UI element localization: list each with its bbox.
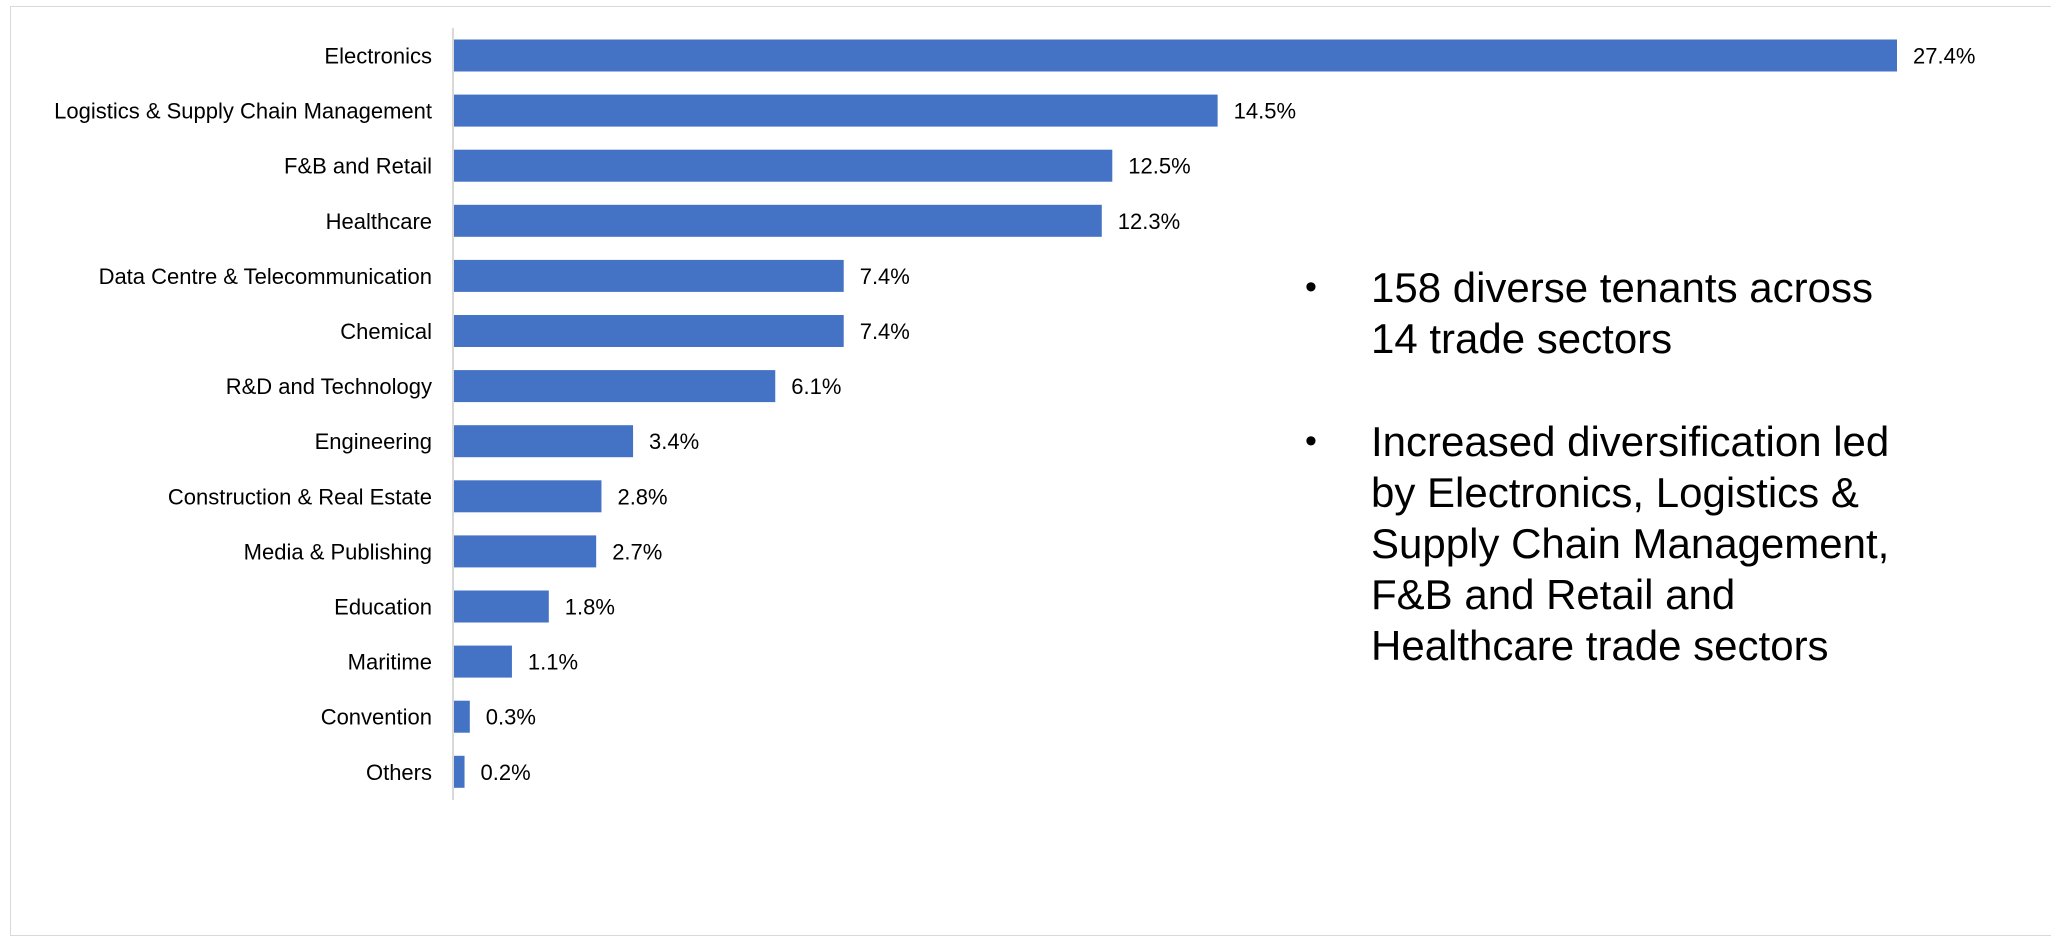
note-text: 158 diverse tenants across 14 trade sect… — [1371, 264, 1873, 362]
value-label: 1.1% — [528, 650, 578, 675]
bar-5 — [454, 315, 844, 347]
bullet-icon: • — [1305, 268, 1317, 306]
bar-13 — [454, 755, 465, 788]
bar-2 — [454, 149, 1113, 182]
bars-group: Electronics 27.4% Logistics & Supply Chain… — [54, 39, 1975, 788]
bullet-icon: • — [1305, 422, 1317, 460]
value-label: 2.8% — [617, 484, 667, 509]
value-label: 0.3% — [486, 705, 536, 730]
bar-1 — [454, 94, 1218, 127]
bar-8 — [454, 480, 602, 513]
sector-bar-chart: Electronics 27.4% Logistics & Supply Chain… — [54, 28, 1975, 800]
category-label: Healthcare — [326, 209, 432, 234]
value-label: 7.4% — [860, 264, 910, 289]
category-label: Others — [366, 760, 432, 785]
bar-4 — [454, 259, 844, 292]
category-label: Chemical — [340, 319, 432, 344]
bar-12 — [454, 700, 470, 733]
value-label: 2.7% — [612, 539, 662, 564]
category-label: R&D and Technology — [226, 374, 432, 399]
category-label: F&B and Retail — [284, 154, 432, 179]
note-item: • Increased diversification led by Elect… — [1305, 416, 1925, 671]
value-label: 14.5% — [1234, 99, 1296, 124]
bar-9 — [454, 535, 597, 568]
category-label: Engineering — [315, 429, 432, 454]
category-label: Convention — [321, 705, 432, 730]
bar-11 — [454, 645, 512, 678]
value-label: 27.4% — [1913, 44, 1975, 69]
note-item: • 158 diverse tenants across 14 trade se… — [1305, 262, 1925, 364]
value-label: 6.1% — [791, 374, 841, 399]
category-label: Electronics — [324, 44, 432, 69]
value-label: 1.8% — [565, 595, 615, 620]
value-label: 12.5% — [1128, 154, 1190, 179]
category-label: Logistics & Supply Chain Management — [54, 99, 432, 124]
value-label: 7.4% — [860, 319, 910, 344]
category-label: Construction & Real Estate — [168, 484, 432, 509]
bar-7 — [454, 425, 634, 458]
bar-0 — [454, 39, 1897, 72]
commentary-list: • 158 diverse tenants across 14 trade se… — [1305, 262, 1925, 723]
bar-10 — [454, 590, 549, 623]
category-label: Education — [334, 595, 432, 620]
value-label: 12.3% — [1118, 209, 1180, 234]
bar-6 — [454, 370, 776, 403]
category-label: Data Centre & Telecommunication — [99, 264, 432, 289]
bar-3 — [454, 204, 1102, 237]
category-label: Media & Publishing — [244, 539, 432, 564]
value-label: 3.4% — [649, 429, 699, 454]
value-label: 0.2% — [481, 760, 531, 785]
category-label: Maritime — [348, 650, 432, 675]
note-text: Increased diversification led by Electro… — [1371, 418, 1890, 669]
